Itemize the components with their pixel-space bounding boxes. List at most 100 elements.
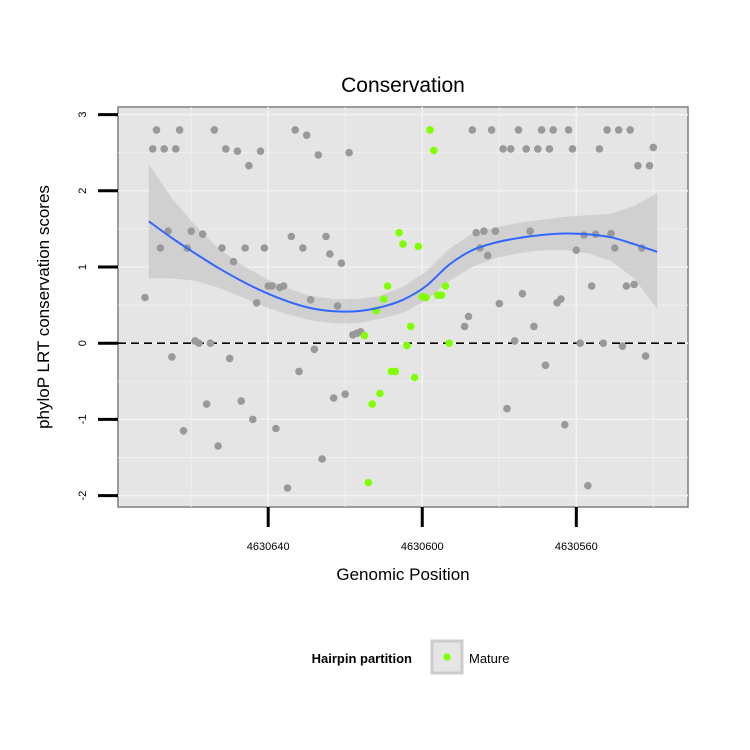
data-point xyxy=(237,397,245,405)
grid-lines xyxy=(118,107,688,507)
data-point xyxy=(507,145,515,153)
data-point-mature xyxy=(426,126,434,134)
data-point-mature xyxy=(403,341,411,350)
data-point xyxy=(649,143,658,152)
data-point xyxy=(491,227,500,235)
data-point xyxy=(472,228,481,237)
x-tick-label: 4630560 xyxy=(555,541,598,553)
data-point xyxy=(214,442,222,450)
data-point xyxy=(534,145,542,153)
data-point xyxy=(225,354,234,363)
data-point xyxy=(599,339,608,348)
data-point xyxy=(530,322,538,331)
data-point xyxy=(630,280,638,289)
smooth-trend-line xyxy=(148,220,658,313)
data-point xyxy=(187,227,195,235)
plot-panel xyxy=(117,106,689,508)
data-point-mature xyxy=(368,400,377,408)
data-point xyxy=(468,126,477,134)
data-point xyxy=(198,230,207,238)
data-point xyxy=(252,299,261,307)
data-point xyxy=(272,424,280,433)
data-point xyxy=(172,145,180,153)
data-point xyxy=(584,481,592,490)
data-point xyxy=(175,126,184,134)
data-point xyxy=(603,126,611,134)
data-point xyxy=(561,420,569,429)
data-point xyxy=(202,400,211,408)
data-point-mature xyxy=(391,367,400,376)
data-point xyxy=(141,293,149,302)
legend-title: Hairpin partition xyxy=(312,651,412,666)
x-axis-title: Genomic Position xyxy=(336,565,469,584)
data-point xyxy=(345,148,353,157)
data-point xyxy=(218,244,226,252)
data-point xyxy=(322,232,330,241)
data-point xyxy=(333,302,342,310)
data-point-mature xyxy=(430,146,438,155)
data-point xyxy=(337,259,346,268)
data-point-mature xyxy=(379,295,388,303)
data-point-mature xyxy=(406,322,415,331)
data-point xyxy=(514,126,523,134)
data-point xyxy=(326,250,334,258)
data-point xyxy=(634,161,642,170)
data-point xyxy=(526,227,534,235)
data-point xyxy=(241,244,249,252)
data-point-mature xyxy=(445,339,454,348)
data-point xyxy=(495,299,504,308)
data-point xyxy=(572,246,581,254)
data-point xyxy=(268,282,276,290)
data-point xyxy=(287,232,296,241)
data-point-mature xyxy=(376,389,384,398)
data-points xyxy=(141,126,658,492)
data-point xyxy=(645,161,654,170)
y-tick-label: -2 xyxy=(77,491,89,501)
y-tick-label: 3 xyxy=(77,112,89,118)
x-tick-label: 4630640 xyxy=(247,541,290,553)
y-tick-label: 1 xyxy=(77,264,89,270)
data-point xyxy=(641,352,650,360)
legend-key-mature-dot xyxy=(443,653,451,661)
data-point xyxy=(249,415,257,424)
data-point xyxy=(195,339,203,348)
data-point xyxy=(622,282,631,290)
data-point xyxy=(245,161,253,170)
y-tick-label: 2 xyxy=(77,188,89,194)
data-point xyxy=(233,147,242,155)
data-point xyxy=(576,339,584,348)
x-tick-label: 4630600 xyxy=(401,541,444,553)
data-point xyxy=(611,244,619,252)
data-point xyxy=(299,244,307,252)
data-point xyxy=(626,126,634,134)
data-point xyxy=(210,126,219,134)
data-point-mature xyxy=(395,228,403,237)
data-point xyxy=(256,147,265,155)
data-point xyxy=(160,145,168,153)
data-point xyxy=(279,282,288,290)
data-point xyxy=(168,353,176,361)
data-point xyxy=(510,337,519,345)
data-point xyxy=(587,282,596,290)
data-point xyxy=(206,339,215,348)
data-point xyxy=(310,345,319,354)
data-point xyxy=(179,427,188,435)
data-point xyxy=(302,131,311,139)
data-point xyxy=(618,342,627,351)
data-point-mature xyxy=(410,373,419,382)
data-point xyxy=(549,126,557,134)
data-point xyxy=(503,404,511,413)
data-point xyxy=(295,367,303,376)
data-point xyxy=(283,484,292,492)
data-point xyxy=(499,145,507,153)
legend-label-mature: Mature xyxy=(469,651,509,666)
data-point xyxy=(568,145,577,153)
confidence-ribbon xyxy=(148,164,658,324)
data-point xyxy=(260,244,269,252)
data-point xyxy=(341,390,350,399)
x-axis-ticks: 4630640 4630600 4630560 xyxy=(247,507,598,553)
y-tick-label: 0 xyxy=(77,340,89,346)
data-point xyxy=(522,145,530,153)
data-point xyxy=(480,227,488,235)
